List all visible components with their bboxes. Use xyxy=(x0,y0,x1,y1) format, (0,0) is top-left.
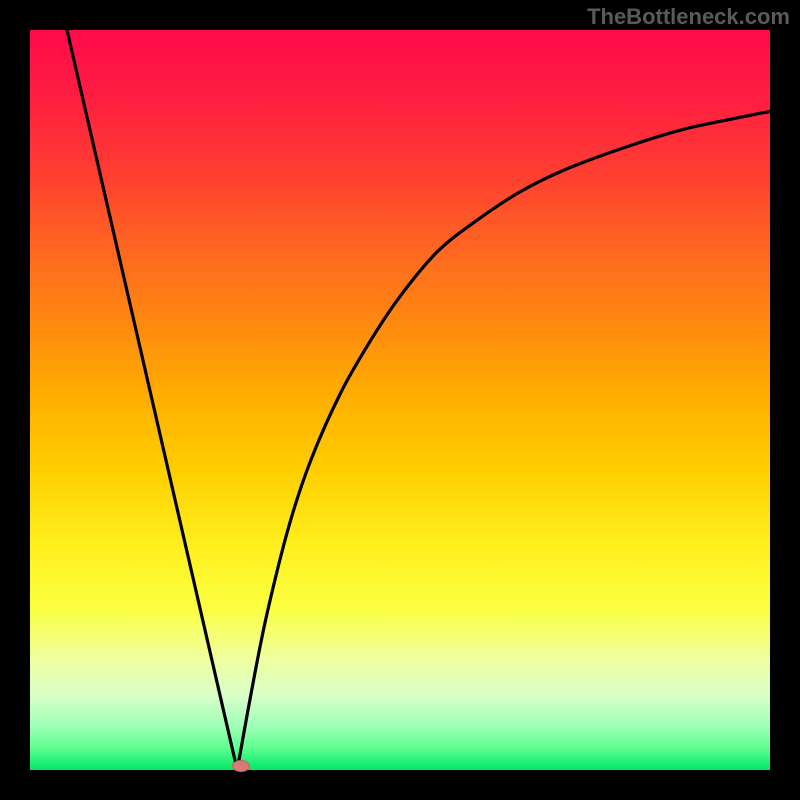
watermark-text: TheBottleneck.com xyxy=(587,4,790,30)
plot-area xyxy=(30,30,770,770)
optimum-marker xyxy=(232,760,250,772)
bottleneck-curve xyxy=(30,30,770,770)
